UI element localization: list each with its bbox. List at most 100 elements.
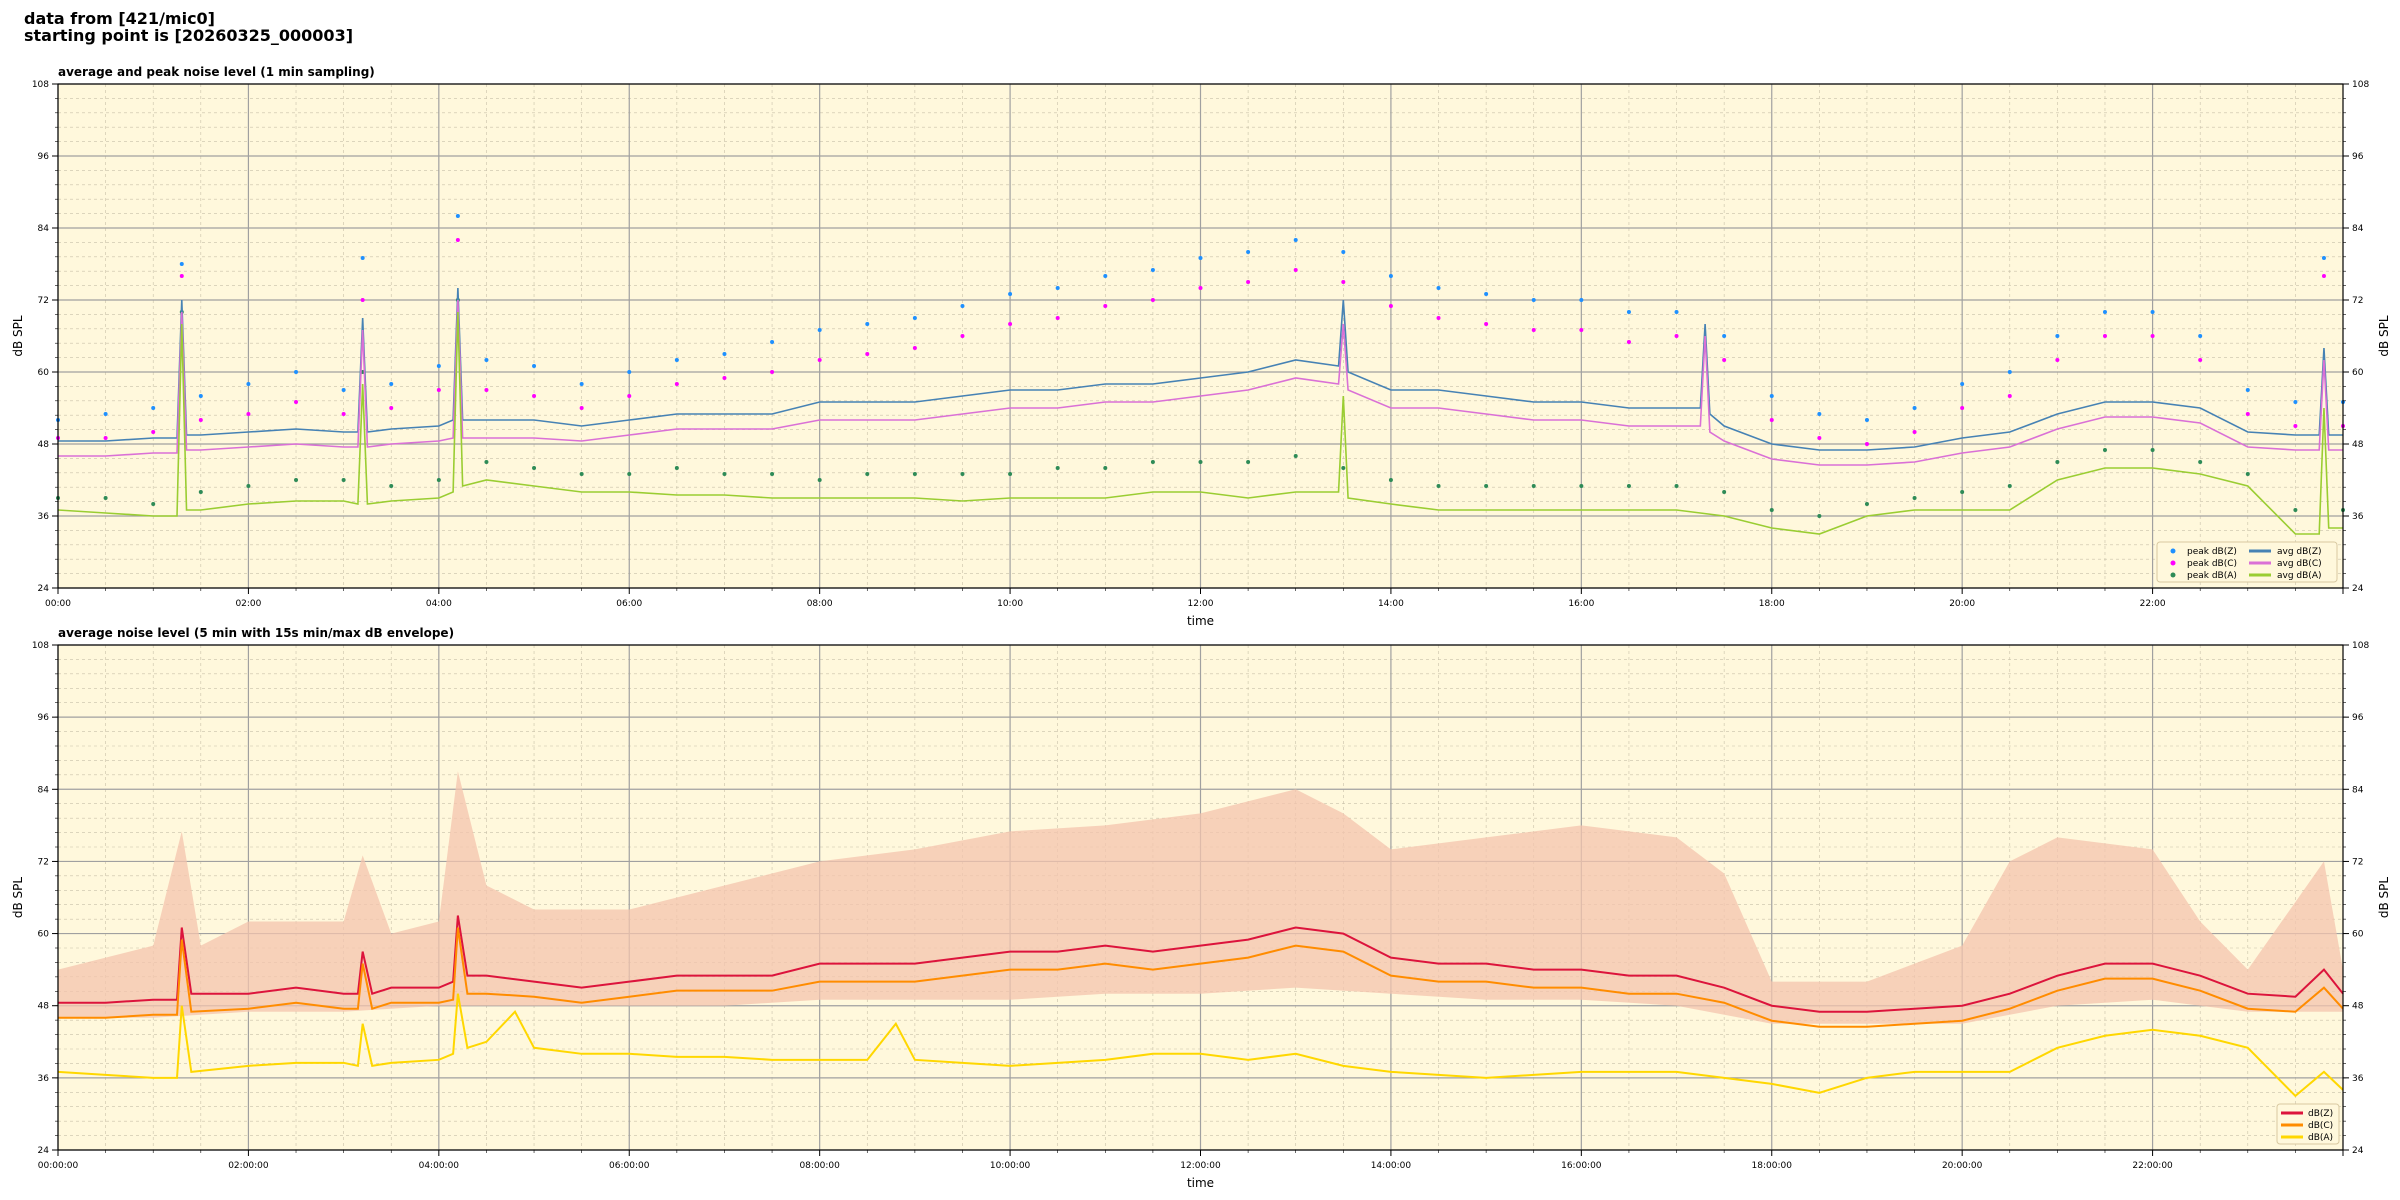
peak-point	[2007, 370, 2012, 374]
peak-point	[1626, 310, 1631, 314]
x-tick-label: 06:00:00	[609, 1161, 650, 1171]
legend-label: avg dB(C)	[2277, 559, 2322, 569]
peak-point	[1960, 406, 1965, 410]
legend-label: avg dB(A)	[2277, 571, 2321, 581]
x-tick-label: 16:00:00	[1561, 1161, 1602, 1171]
peak-point	[2102, 310, 2107, 314]
peak-point	[1246, 250, 1251, 254]
y-axis-label-right: dB SPL	[2377, 315, 2391, 357]
peak-point	[1293, 454, 1298, 458]
x-tick-label: 18:00:00	[1752, 1161, 1793, 1171]
y-tick-label: 60	[38, 930, 50, 940]
peak-point	[246, 484, 251, 488]
y-tick-label: 108	[32, 80, 49, 90]
peak-point	[294, 370, 299, 374]
peak-point	[1436, 316, 1441, 320]
peak-point	[2198, 334, 2203, 338]
peak-point	[1817, 412, 1822, 416]
peak-point	[198, 394, 203, 398]
peak-point	[1912, 406, 1917, 410]
x-tick-label: 22:00	[2140, 599, 2166, 609]
x-tick-label: 04:00	[426, 599, 452, 609]
peak-point	[1626, 484, 1631, 488]
x-tick-label: 14:00	[1378, 599, 1404, 609]
x-tick-label: 20:00	[1949, 599, 1975, 609]
series-line-avg-db-c-	[58, 299, 2343, 466]
peak-point	[1579, 484, 1584, 488]
peak-point	[1103, 274, 1108, 278]
peak-point	[246, 412, 251, 416]
y-tick-label-right: 72	[2352, 296, 2363, 306]
peak-point	[1674, 310, 1679, 314]
y-tick-label: 36	[38, 1074, 50, 1084]
peak-point	[1769, 508, 1774, 512]
x-tick-label: 18:00	[1759, 599, 1785, 609]
y-tick-label: 108	[32, 641, 49, 651]
peak-point	[1055, 316, 1060, 320]
peak-point	[1864, 418, 1869, 422]
peak-point	[1103, 466, 1108, 470]
peak-point	[960, 472, 965, 476]
peak-point	[246, 382, 251, 386]
peak-point	[579, 406, 584, 410]
y-tick-label: 96	[38, 713, 50, 723]
series-line-db-c-	[58, 927, 2344, 1028]
y-tick-label: 60	[38, 368, 50, 378]
peak-point	[817, 478, 822, 482]
peak-point	[1388, 274, 1393, 278]
y-tick-label-right: 108	[2352, 80, 2369, 90]
y-tick-label-right: 60	[2352, 368, 2364, 378]
peak-point	[1150, 298, 1155, 302]
peak-point	[1436, 286, 1441, 290]
peak-point	[360, 256, 365, 260]
x-tick-label: 04:00:00	[419, 1161, 460, 1171]
peak-point	[627, 370, 632, 374]
peak-point	[1484, 292, 1489, 296]
peak-point	[179, 274, 184, 278]
peak-point	[436, 364, 441, 368]
y-tick-label-right: 84	[2352, 785, 2364, 795]
peak-point	[627, 472, 632, 476]
peak-point	[1531, 298, 1536, 302]
y-tick-label: 96	[38, 152, 50, 162]
y-tick-label: 48	[38, 440, 50, 450]
peak-point	[1293, 238, 1298, 242]
peak-point	[2245, 412, 2250, 416]
peak-point	[817, 328, 822, 332]
x-tick-label: 22:00:00	[2132, 1161, 2173, 1171]
peak-point	[151, 430, 156, 434]
y-tick-label-right: 84	[2352, 224, 2364, 234]
y-tick-label: 24	[38, 1146, 50, 1156]
legend-box	[2156, 541, 2338, 583]
y-tick-label: 24	[38, 584, 50, 594]
x-axis-label: time	[1187, 1176, 1214, 1190]
peak-point	[674, 466, 679, 470]
peak-point	[579, 382, 584, 386]
peak-point	[151, 406, 156, 410]
peak-point	[1198, 460, 1203, 464]
peak-point	[2007, 484, 2012, 488]
peak-point	[2150, 448, 2155, 452]
peak-point	[674, 358, 679, 362]
x-tick-label: 08:00:00	[799, 1161, 840, 1171]
peak-point	[1103, 304, 1108, 308]
peak-point	[484, 358, 489, 362]
series-line-db-z-	[58, 915, 2344, 1013]
peak-point	[1341, 280, 1346, 284]
legend-label: peak dB(C)	[2187, 559, 2237, 569]
peak-point	[1674, 484, 1679, 488]
legend-label: dB(Z)	[2308, 1109, 2333, 1119]
peak-point	[436, 388, 441, 392]
peak-point	[294, 478, 299, 482]
peak-point	[455, 214, 460, 218]
peak-point	[1769, 394, 1774, 398]
peak-point	[1817, 436, 1822, 440]
y-tick-label: 36	[38, 512, 50, 522]
legend-label: peak dB(A)	[2187, 571, 2237, 581]
min-max-envelope	[58, 771, 2343, 1024]
peak-point	[865, 352, 870, 356]
peak-point	[179, 262, 184, 266]
peak-point	[1008, 292, 1013, 296]
x-tick-label: 10:00:00	[990, 1161, 1031, 1171]
peak-point	[103, 412, 108, 416]
